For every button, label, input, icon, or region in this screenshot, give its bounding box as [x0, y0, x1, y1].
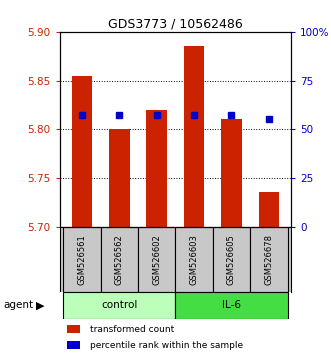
Bar	[109, 129, 130, 227]
Text: control: control	[101, 300, 138, 310]
Bar	[146, 110, 167, 227]
Text: percentile rank within the sample: percentile rank within the sample	[90, 341, 243, 350]
FancyBboxPatch shape	[138, 227, 175, 292]
Text: GSM526678: GSM526678	[264, 234, 273, 285]
Text: agent: agent	[3, 300, 33, 310]
Text: GSM526561: GSM526561	[77, 234, 86, 285]
Bar	[72, 76, 92, 227]
FancyBboxPatch shape	[101, 227, 138, 292]
FancyBboxPatch shape	[175, 227, 213, 292]
FancyBboxPatch shape	[63, 227, 101, 292]
FancyBboxPatch shape	[250, 227, 288, 292]
FancyBboxPatch shape	[175, 292, 288, 319]
Bar	[67, 325, 80, 333]
Text: GSM526562: GSM526562	[115, 234, 124, 285]
Text: GSM526602: GSM526602	[152, 234, 161, 285]
Text: IL-6: IL-6	[222, 300, 241, 310]
FancyBboxPatch shape	[213, 227, 250, 292]
Bar	[221, 120, 242, 227]
Text: GSM526605: GSM526605	[227, 234, 236, 285]
Bar	[184, 46, 205, 227]
Title: GDS3773 / 10562486: GDS3773 / 10562486	[108, 18, 243, 31]
Text: ▶: ▶	[36, 300, 45, 310]
Bar	[259, 193, 279, 227]
Text: GSM526603: GSM526603	[190, 234, 199, 285]
Text: transformed count: transformed count	[90, 325, 174, 334]
FancyBboxPatch shape	[63, 292, 175, 319]
Bar	[67, 341, 80, 349]
